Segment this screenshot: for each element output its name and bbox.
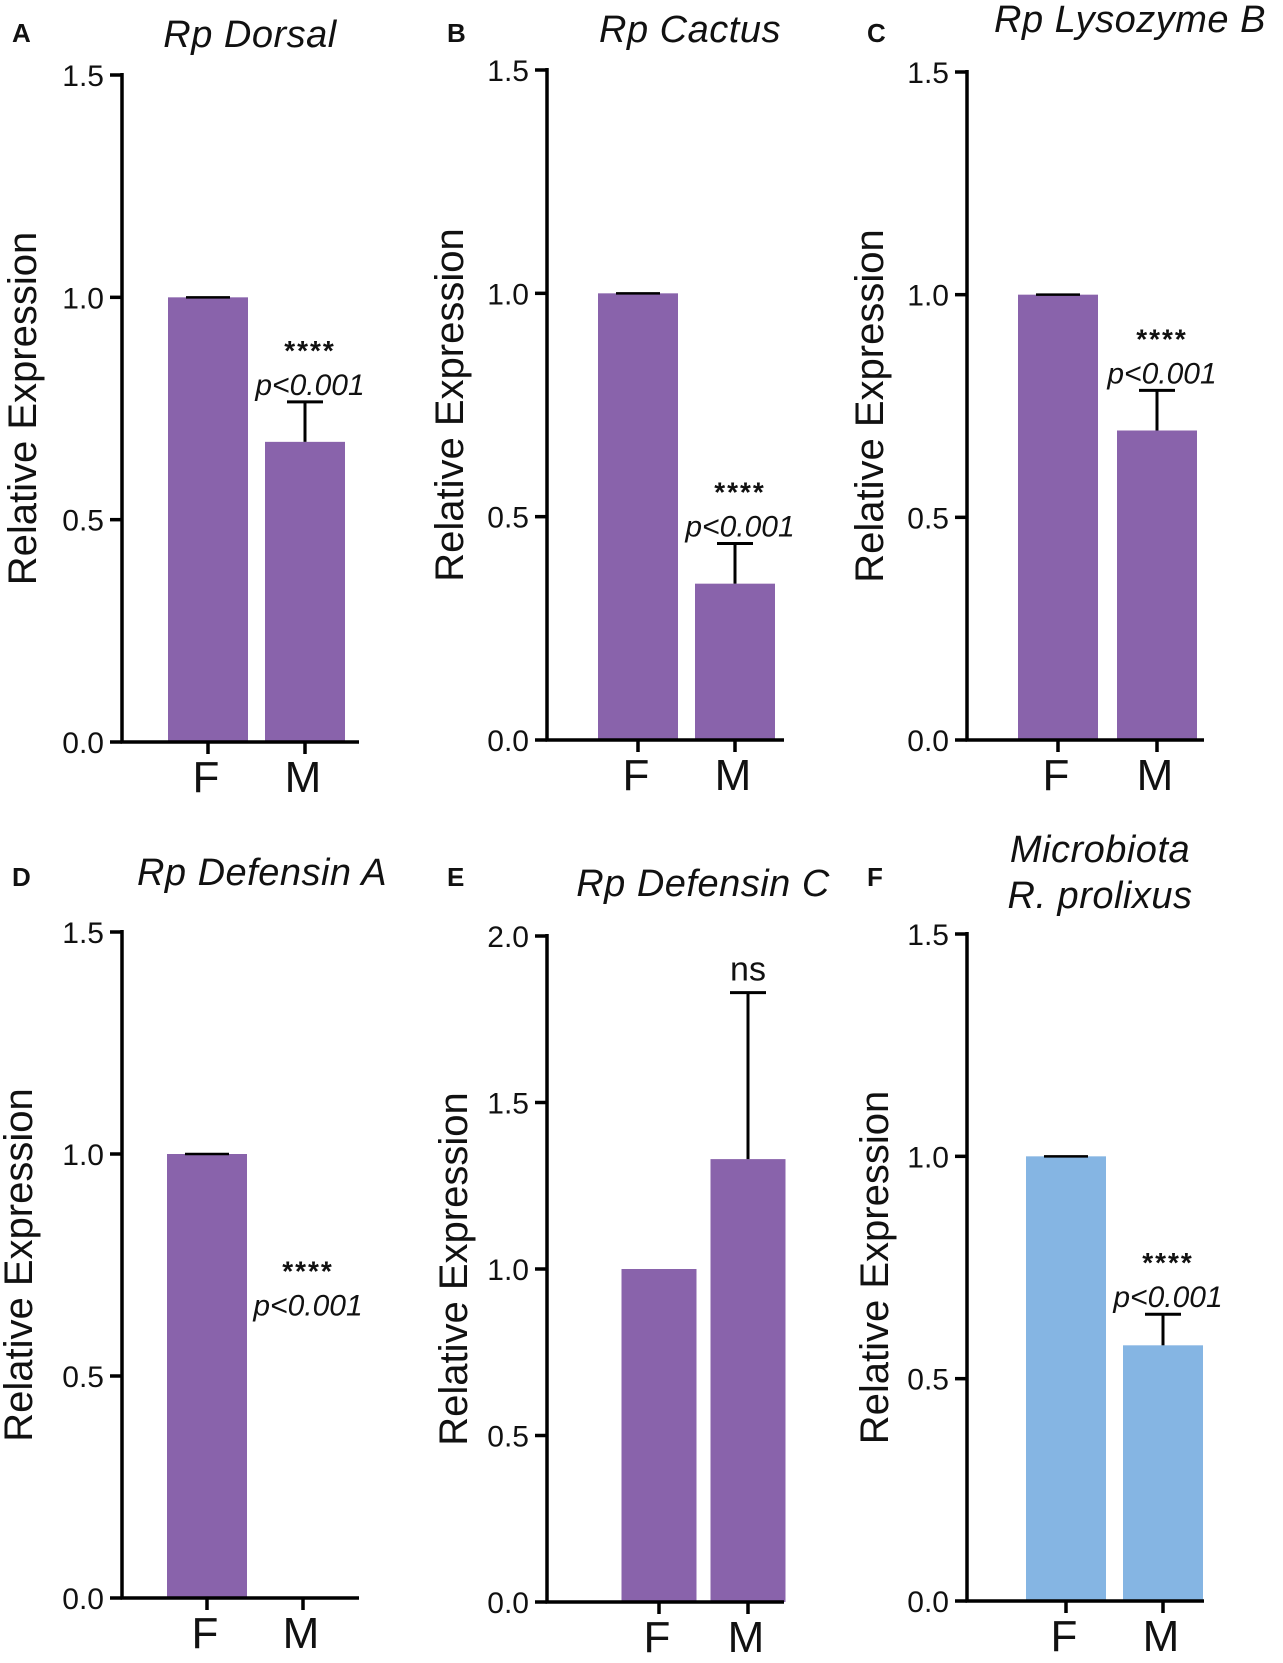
x-tick-label: M xyxy=(715,751,752,800)
y-tick-label: 0.5 xyxy=(62,505,104,538)
x-tick-label: F xyxy=(193,753,220,802)
y-tick-label: 0.5 xyxy=(907,1364,949,1397)
bar-m xyxy=(1117,430,1197,740)
x-tick-label: M xyxy=(1137,751,1174,800)
y-tick-label: 1.5 xyxy=(907,919,949,952)
x-tick-label: F xyxy=(644,1613,671,1662)
y-tick-label: 1.5 xyxy=(487,55,529,88)
y-tick-label: 1.5 xyxy=(62,60,104,93)
y-tick-label: 0.0 xyxy=(62,727,104,760)
y-axis-label: Relative Expression xyxy=(1,232,45,586)
y-axis-label: Relative Expression xyxy=(853,1091,897,1445)
y-tick-label: 0.5 xyxy=(487,1421,529,1454)
y-axis-label: Relative Expression xyxy=(848,229,892,583)
bar-m xyxy=(695,583,775,740)
bar-f xyxy=(167,1154,247,1598)
chart-title: Rp Cactus xyxy=(599,9,781,51)
chart-title: Rp Defensin A xyxy=(137,852,387,894)
chart-title: Rp Dorsal xyxy=(163,14,337,56)
x-tick-label: F xyxy=(1051,1612,1078,1661)
significance-stars: **** xyxy=(1136,323,1188,354)
bar-f xyxy=(168,297,248,742)
chart-title: R. prolixus xyxy=(1008,875,1193,917)
chart-panel-b: B Rp Cactus Relative Expression 0.0 0.5 1.0 1.… xyxy=(428,9,795,800)
chart-title: Rp Defensin C xyxy=(576,863,830,905)
panel-letter: D xyxy=(12,862,31,892)
panel-letter: B xyxy=(447,18,466,48)
y-tick-label: 0.5 xyxy=(487,502,529,535)
bar-f xyxy=(598,293,678,740)
y-tick-label: 0.0 xyxy=(907,725,949,758)
panel-letter: F xyxy=(867,862,883,892)
significance-ns: ns xyxy=(730,951,766,989)
bar-m xyxy=(265,441,345,742)
x-tick-label: F xyxy=(623,751,650,800)
significance-p-value: p<0.001 xyxy=(1112,1281,1222,1314)
y-tick-label: 0.0 xyxy=(62,1583,104,1616)
y-axis-label: Relative Expression xyxy=(0,1088,41,1442)
chart-panel-e: E Rp Defensin C Relative Expression 0.0 0.5 1… xyxy=(432,862,830,1662)
chart-title: Microbiota xyxy=(1010,829,1190,871)
significance-p-value: p<0.001 xyxy=(684,510,794,543)
y-tick-label: 1.5 xyxy=(62,917,104,950)
bar-f xyxy=(1026,1156,1106,1601)
significance-p-value: p<0.001 xyxy=(252,1290,362,1323)
bar-m xyxy=(1123,1345,1203,1601)
x-tick-label: M xyxy=(283,1609,320,1658)
significance-p-value: p<0.001 xyxy=(254,369,364,402)
significance-stars: **** xyxy=(714,476,766,507)
chart-panel-d: D Rp Defensin A Relative Expression 0.0 0.5 1… xyxy=(0,852,387,1658)
y-tick-label: 0.5 xyxy=(62,1361,104,1394)
x-tick-label: M xyxy=(728,1613,765,1662)
y-tick-label: 1.0 xyxy=(907,280,949,313)
y-tick-label: 0.0 xyxy=(907,1586,949,1619)
significance-p-value: p<0.001 xyxy=(1106,357,1216,390)
y-tick-label: 1.5 xyxy=(487,1088,529,1121)
significance-stars: **** xyxy=(282,1256,334,1287)
chart-panel-a: A Rp Dorsal Relative Expression 0.0 0.5 1.0 1.… xyxy=(1,14,365,802)
y-tick-label: 0.0 xyxy=(487,1587,529,1620)
panel-letter: E xyxy=(447,862,464,892)
y-tick-label: 1.0 xyxy=(62,1139,104,1172)
chart-panel-c: C Rp Lysozyme B Relative Expression 0.0 0.5 1… xyxy=(848,0,1266,800)
y-tick-label: 1.0 xyxy=(62,282,104,315)
x-tick-label: F xyxy=(192,1609,219,1658)
y-axis-label: Relative Expression xyxy=(432,1092,476,1446)
y-axis-label: Relative Expression xyxy=(428,228,472,582)
y-tick-label: 1.0 xyxy=(487,1254,529,1287)
x-tick-label: M xyxy=(285,753,322,802)
y-tick-label: 0.0 xyxy=(487,725,529,758)
chart-title: Rp Lysozyme B xyxy=(994,0,1266,41)
bar-f xyxy=(621,1269,697,1602)
panel-letter: A xyxy=(12,18,31,48)
y-tick-label: 1.5 xyxy=(907,57,949,90)
panel-letter: C xyxy=(867,18,886,48)
bar-f xyxy=(1018,294,1098,740)
bar-m xyxy=(710,1159,786,1602)
x-tick-label: F xyxy=(1043,751,1070,800)
y-tick-label: 0.5 xyxy=(907,502,949,535)
significance-stars: **** xyxy=(284,335,336,366)
significance-stars: **** xyxy=(1142,1247,1194,1278)
y-tick-label: 1.0 xyxy=(487,278,529,311)
x-tick-label: M xyxy=(1143,1612,1180,1661)
y-tick-label: 2.0 xyxy=(487,921,529,954)
y-tick-label: 1.0 xyxy=(907,1141,949,1174)
